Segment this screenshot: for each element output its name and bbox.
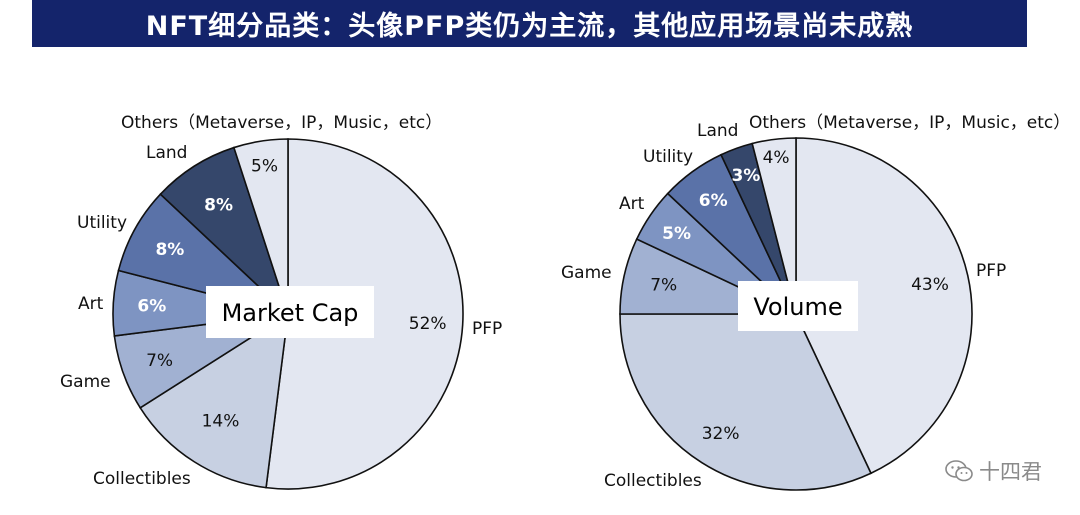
pie-category-label-others: Others（Metaverse，IP，Music，etc） xyxy=(121,113,442,133)
pie-value-label-land: 8% xyxy=(204,196,233,216)
pie-category-label-art: Art xyxy=(78,294,104,314)
chart-title-box xyxy=(738,281,858,331)
pie-category-label-others: Others（Metaverse，IP，Music，etc） xyxy=(749,113,1070,133)
pie-slice-pfp xyxy=(795,137,973,475)
pie-category-label-game: Game xyxy=(60,372,111,392)
pie-category-label-game: Game xyxy=(561,263,612,283)
page-title: NFT细分品类：头像PFP类仍为主流，其他应用场景尚未成熟 xyxy=(32,0,1027,47)
pie-slice-collectibles xyxy=(139,312,290,489)
pie-slice-others xyxy=(232,138,289,315)
pie-category-label-collectibles: Collectibles xyxy=(93,469,191,489)
pie-slice-collectibles xyxy=(619,313,873,491)
chart-title-box xyxy=(206,286,374,338)
pie-slice-others xyxy=(751,137,797,315)
chart-title: Market Cap xyxy=(222,299,359,327)
pie-value-label-others: 4% xyxy=(763,148,790,168)
pie-value-label-collectibles: 14% xyxy=(202,411,240,431)
watermark: 十四君 xyxy=(945,456,1042,486)
pie-value-label-utility: 8% xyxy=(155,240,184,260)
market-cap-pie: 52% PFP 14% Collectibles 7% Game 6% Art 8% Utilit… xyxy=(60,113,502,490)
pie-value-label-pfp: 52% xyxy=(409,314,447,334)
pie-value-label-collectibles: 32% xyxy=(702,424,740,444)
pie-category-label-utility: Utility xyxy=(643,147,693,167)
pie-category-label-art: Art xyxy=(619,194,645,214)
volume-pie: 43% PFP 32% Collectibles 7% Game 5% Art 6% Utilit… xyxy=(561,113,1070,491)
watermark-text: 十四君 xyxy=(979,460,1042,484)
pie-value-label-game: 7% xyxy=(650,275,677,295)
pie-category-label-collectibles: Collectibles xyxy=(604,471,702,491)
pie-value-label-art: 6% xyxy=(137,296,166,316)
pie-value-label-game: 7% xyxy=(146,351,173,371)
pie-category-label-utility: Utility xyxy=(77,213,127,233)
pie-value-label-land: 3% xyxy=(731,166,760,186)
pie-category-label-land: Land xyxy=(697,121,738,141)
wechat-icon xyxy=(945,460,973,482)
pie-value-label-utility: 6% xyxy=(699,191,728,211)
chart-title: Volume xyxy=(753,293,842,321)
pie-value-label-pfp: 43% xyxy=(911,275,949,295)
pie-category-label-pfp: PFP xyxy=(976,261,1006,281)
pie-value-label-others: 5% xyxy=(251,156,278,176)
pie-value-label-art: 5% xyxy=(662,224,691,244)
pie-category-label-pfp: PFP xyxy=(472,319,502,339)
pie-category-label-land: Land xyxy=(146,143,187,163)
